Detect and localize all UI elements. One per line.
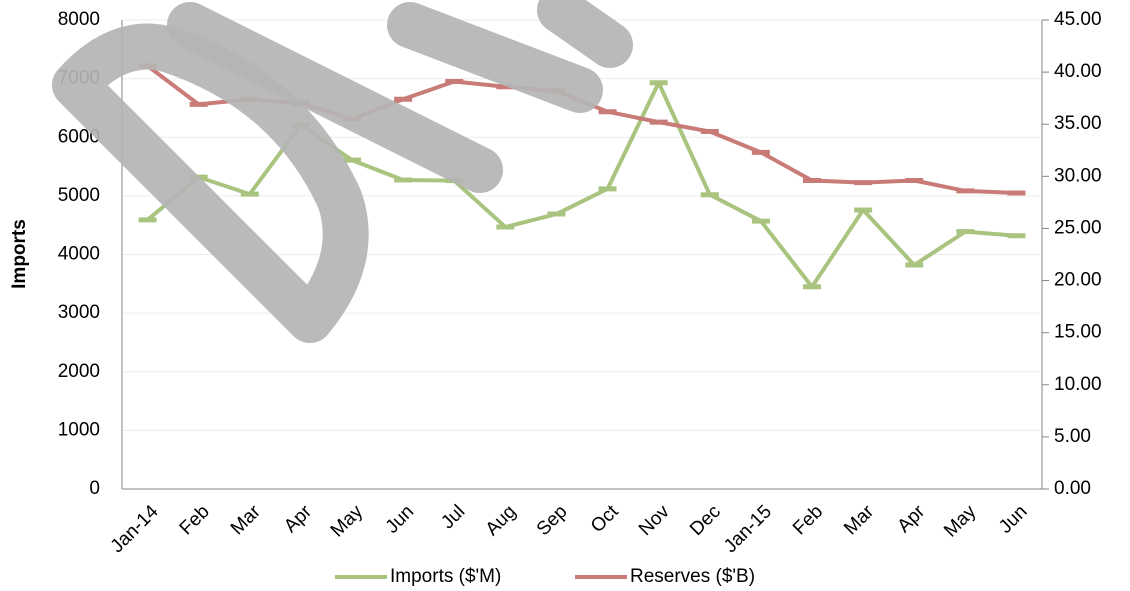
legend-label: Imports ($'M) bbox=[390, 566, 501, 587]
y-tick-label: 8000 bbox=[58, 9, 100, 30]
x-tick-label: Jul bbox=[437, 501, 469, 533]
x-tick-label: Aug bbox=[482, 501, 521, 540]
y-tick-label: 3000 bbox=[58, 302, 100, 323]
y-tick-label: 0 bbox=[89, 478, 100, 499]
x-tick-label: Feb bbox=[789, 501, 827, 539]
x-tick-label: Feb bbox=[176, 501, 214, 539]
x-tick-label: May bbox=[940, 501, 981, 542]
x-tick-label: Jun bbox=[382, 501, 419, 538]
y2-tick-label: 0.00 bbox=[1054, 478, 1091, 499]
watermark bbox=[52, 0, 633, 343]
x-tick-label: Apr bbox=[280, 501, 316, 537]
x-tick-label: Nov bbox=[635, 501, 674, 540]
y-tick-label: 1000 bbox=[58, 419, 100, 440]
y-tick-label: 4000 bbox=[58, 244, 100, 265]
y-tick-label: 2000 bbox=[58, 361, 100, 382]
x-tick-label: Apr bbox=[894, 501, 930, 537]
x-tick-label: Jan-14 bbox=[107, 501, 163, 557]
y2-tick-label: 45.00 bbox=[1054, 9, 1102, 30]
legend-label: Reserves ($'B) bbox=[630, 566, 755, 587]
x-tick-label: Dec bbox=[686, 501, 725, 540]
y-tick-label: 5000 bbox=[58, 185, 100, 206]
y2-tick-label: 35.00 bbox=[1054, 113, 1102, 134]
y2-tick-label: 10.00 bbox=[1054, 374, 1102, 395]
x-tick-label: Sep bbox=[533, 501, 572, 540]
legend: Imports ($'M) Reserves ($'B) bbox=[335, 566, 755, 587]
y2-tick-label: 40.00 bbox=[1054, 61, 1102, 82]
x-tick-label: Jun bbox=[995, 501, 1032, 538]
x-tick-label: Jan-15 bbox=[720, 501, 776, 557]
y2-tick-label: 25.00 bbox=[1054, 217, 1102, 238]
y2-tick-label: 15.00 bbox=[1054, 322, 1102, 343]
x-tick-label: Mar bbox=[840, 501, 878, 539]
y2-tick-label: 5.00 bbox=[1054, 426, 1091, 447]
x-tick-label: May bbox=[327, 501, 368, 542]
x-tick-label: Oct bbox=[587, 501, 623, 537]
x-tick-label: Mar bbox=[227, 501, 265, 539]
y2-tick-label: 20.00 bbox=[1054, 270, 1102, 291]
y-axis-title: Imports bbox=[9, 219, 30, 289]
y2-tick-label: 30.00 bbox=[1054, 165, 1102, 186]
